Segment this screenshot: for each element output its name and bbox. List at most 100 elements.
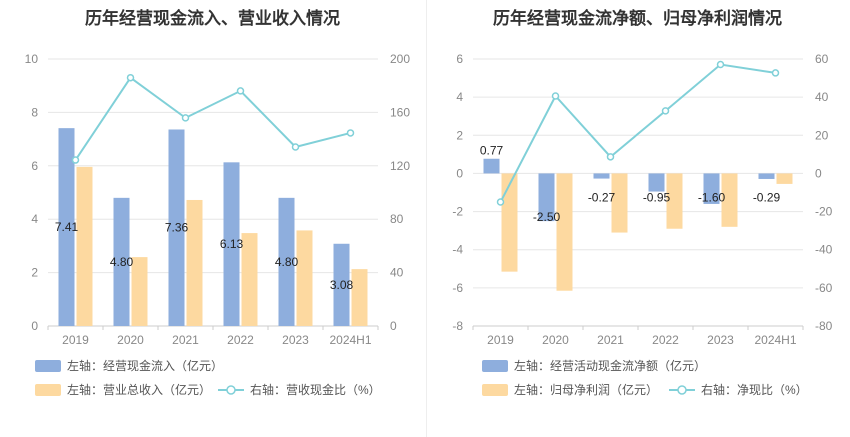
y-right-tick-label: 40 (815, 90, 829, 104)
line-point (346, 129, 355, 137)
y-right-tick-label: -40 (815, 243, 833, 257)
line-series (74, 76, 351, 161)
data-label: 6.13 (220, 237, 244, 251)
y-left-tick-label: -6 (452, 281, 463, 295)
legend-label: 左轴：经营现金流入（亿元） (67, 358, 223, 373)
y-right-tick-label: 200 (390, 52, 410, 66)
x-tick-label: 2024H1 (329, 333, 371, 347)
data-label: -0.95 (643, 190, 671, 204)
y-left-tick-label: 4 (31, 212, 38, 226)
line-point (551, 92, 560, 100)
line-point (71, 156, 80, 164)
bar-series-2 (241, 233, 258, 326)
data-label: 4.80 (275, 255, 299, 269)
x-tick-label: 2019 (62, 333, 89, 347)
bar-series-2 (76, 166, 93, 326)
bar-series-1 (538, 173, 555, 222)
x-tick-label: 2020 (542, 333, 569, 347)
bar-series-2 (666, 173, 683, 229)
x-tick-label: 2019 (487, 333, 514, 347)
y-left-tick-label: 4 (456, 90, 463, 104)
data-label: 7.41 (55, 220, 79, 234)
legend-swatch (35, 384, 61, 396)
legend-swatch (482, 360, 508, 372)
x-tick-label: 2021 (597, 333, 624, 347)
data-label: -0.27 (588, 190, 616, 204)
line-point (716, 60, 725, 69)
y-left-tick-label: 8 (31, 105, 38, 119)
bar-series-1 (58, 128, 75, 326)
line-point (236, 87, 245, 95)
y-right-tick-label: 0 (815, 166, 822, 180)
bar-series-1 (593, 173, 610, 179)
x-tick-label: 2022 (652, 333, 679, 347)
y-right-tick-label: 60 (815, 52, 829, 66)
chart-title-right: 历年经营现金流净额、归母净利润情况 (493, 9, 782, 28)
bar-series-2 (721, 173, 738, 227)
line-point (661, 107, 670, 115)
legend-label: 右轴：营收现金比（%） (250, 382, 381, 397)
bar-series-2 (556, 173, 573, 291)
line-point (291, 143, 300, 151)
x-tick-label: 2020 (117, 333, 144, 347)
y-right-tick-label: 160 (390, 105, 410, 119)
legend-label: 左轴：归母净利润（亿元） (514, 382, 658, 397)
legend-label: 左轴：经营活动现金流净额（亿元） (514, 358, 706, 373)
legend-swatch (482, 384, 508, 396)
y-right-tick-label: -20 (815, 205, 833, 219)
bar-series-1 (278, 197, 295, 326)
y-right-tick-label: 0 (390, 319, 397, 333)
y-left-tick-label: 0 (31, 319, 38, 333)
chart-svg-left: 0 2 4 6 8 10 0 40 80 120 160 200 2019 2020 2021 2022 202… (25, 52, 411, 397)
chart-title-left: 历年经营现金流入、营业收入情况 (85, 9, 340, 28)
line-series (499, 63, 776, 203)
data-label: 0.77 (480, 144, 504, 158)
legend-swatch (35, 360, 61, 372)
bar-series-2 (776, 173, 793, 184)
data-label: -0.29 (753, 190, 781, 204)
legend-swatch-point (677, 385, 687, 395)
x-tick-label: 2024H1 (754, 333, 796, 347)
y-left-tick-label: 6 (31, 159, 38, 173)
data-label: 7.36 (165, 221, 189, 235)
chart-panel-left: 历年经营现金流入、营业收入情况 0 2 4 6 8 10 0 40 80 120 160 200 201… (25, 9, 411, 397)
bar-series-2 (611, 173, 628, 233)
bar-series-1 (223, 162, 240, 326)
bar-series-1 (483, 158, 500, 174)
y-left-tick-label: 2 (456, 128, 463, 142)
data-label: -1.60 (698, 190, 726, 204)
line-point (126, 73, 135, 82)
y-left-tick-label: -8 (452, 319, 463, 333)
x-tick-label: 2021 (172, 333, 199, 347)
y-left-tick-label: -4 (452, 243, 463, 257)
y-left-tick-label: 0 (456, 166, 463, 180)
chart-panel-right: 历年经营现金流净额、归母净利润情况 -8 -6 -4 -2 0 2 4 6 -80 -60 -40-… (425, 0, 850, 437)
line-point (496, 198, 505, 206)
y-left-tick-label: -2 (452, 205, 463, 219)
bar-series-1 (703, 173, 720, 204)
x-tick-label: 2023 (282, 333, 309, 347)
data-label: 3.08 (330, 278, 354, 292)
bar-series-2 (501, 173, 518, 272)
bar-series-1 (333, 243, 350, 326)
y-left-tick-label: 6 (456, 52, 463, 66)
line-point (181, 114, 190, 122)
bar-series-1 (113, 197, 130, 326)
legend-swatch-point (226, 385, 236, 395)
line-point (771, 69, 780, 77)
y-right-tick-label: -60 (815, 281, 833, 295)
line-point (606, 153, 615, 161)
bar-series-2 (131, 257, 148, 326)
x-tick-label: 2022 (227, 333, 254, 347)
y-left-tick-label: 2 (31, 266, 38, 280)
bar-series-2 (296, 230, 313, 326)
y-right-tick-label: 20 (815, 128, 829, 142)
x-tick-label: 2023 (707, 333, 734, 347)
y-left-tick-label: 10 (25, 52, 39, 66)
bar-series-1 (168, 129, 185, 326)
legend-label: 右轴：净现比（%） (701, 382, 808, 397)
y-right-tick-label: -80 (815, 319, 833, 333)
y-right-tick-label: 80 (390, 212, 404, 226)
legend-label: 左轴：营业总收入（亿元） (67, 382, 211, 397)
